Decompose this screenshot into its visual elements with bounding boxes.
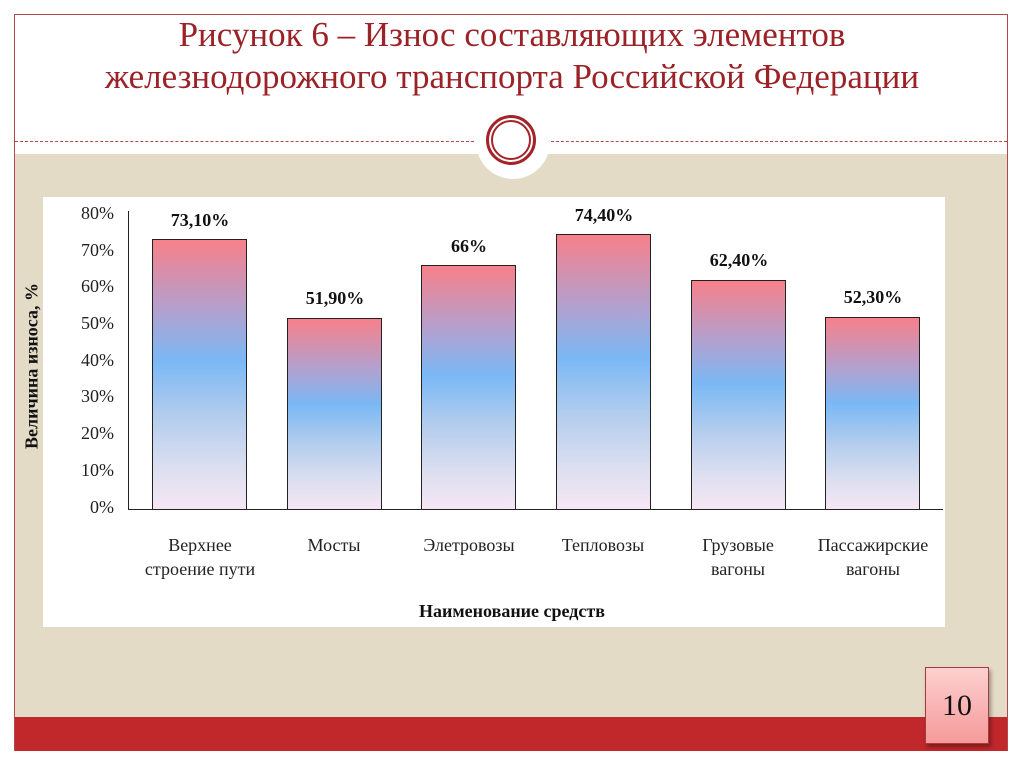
y-axis [128,211,129,510]
category-line: вагоны [711,559,765,579]
title-line-2: железнодорожного транспорта Российской Ф… [104,57,920,96]
category-line: Тепловозы [561,535,645,555]
value-label: 52,30% [843,287,903,307]
divider-right [546,141,1007,142]
category-label: Грузовые вагоны [668,533,808,581]
value-label: 62,40% [709,250,769,270]
bar-freight-cars [691,280,786,510]
x-axis-label: Наименование средств [419,601,605,621]
category-line: Мосты [307,535,361,555]
y-tick: 40% [81,350,114,370]
y-tick: 0% [90,497,114,517]
divider-left [15,141,479,142]
bar-passenger-cars [825,317,920,510]
y-tick: 30% [81,386,114,406]
bar-bridges [287,318,382,510]
bar-diesel-locomotives [556,234,651,510]
y-axis-label: Величина износа, % [21,282,42,450]
y-tick: 20% [81,423,114,443]
category-line: Верхнее [168,535,232,555]
bar-upper-track [152,239,247,510]
category-line: Элетровозы [423,535,515,555]
y-tick: 60% [81,276,114,296]
ornament-inner-circle-icon [491,120,531,160]
page-number-badge: 10 [925,667,989,744]
slide-title: Рисунок 6 – Износ составляющих элементов… [0,14,1024,98]
value-label: 51,90% [305,288,365,308]
value-label: 74,40% [574,205,634,225]
category-label: Элетровозы [399,533,539,557]
title-line-1: Рисунок 6 – Износ составляющих элементов [178,15,846,54]
category-label: Тепловозы [533,533,673,557]
footer-bar [15,717,1007,751]
value-label: 66% [451,236,487,256]
y-tick: 70% [81,240,114,260]
ornament-circle-icon [486,115,536,165]
y-tick: 80% [81,203,114,223]
category-line: строение пути [144,559,256,579]
category-label: Верхнее строение пути [130,533,270,581]
y-tick: 50% [81,313,114,333]
category-label: Пассажирские вагоны [803,533,943,581]
category-line: Пассажирские [817,535,929,555]
value-label: 73,10% [170,210,230,230]
category-line: Грузовые [702,535,774,555]
category-label: Мосты [264,533,404,557]
category-line: вагоны [846,559,900,579]
y-tick: 10% [81,460,114,480]
x-axis [128,509,943,510]
bar-electric-locomotives [421,265,516,510]
